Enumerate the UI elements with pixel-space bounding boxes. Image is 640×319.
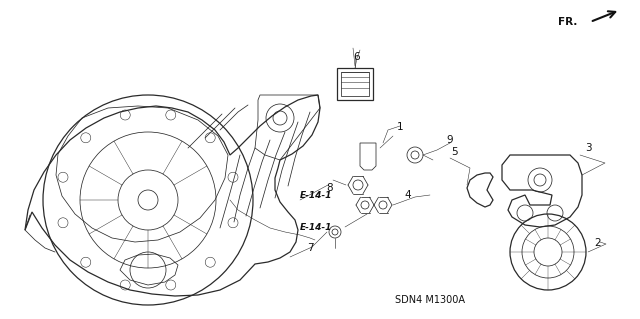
Text: 6: 6 [354, 52, 360, 62]
Text: 9: 9 [447, 135, 453, 145]
Text: 2: 2 [595, 238, 602, 248]
Text: 4: 4 [404, 190, 412, 200]
Text: 7: 7 [307, 243, 314, 253]
Text: E-14-1: E-14-1 [300, 224, 332, 233]
Text: 8: 8 [326, 183, 333, 193]
Text: 1: 1 [397, 122, 403, 132]
Text: 5: 5 [452, 147, 458, 157]
Text: 3: 3 [585, 143, 591, 153]
Text: E-14-1: E-14-1 [300, 190, 332, 199]
Text: SDN4 M1300A: SDN4 M1300A [395, 295, 465, 305]
Text: FR.: FR. [557, 17, 577, 27]
